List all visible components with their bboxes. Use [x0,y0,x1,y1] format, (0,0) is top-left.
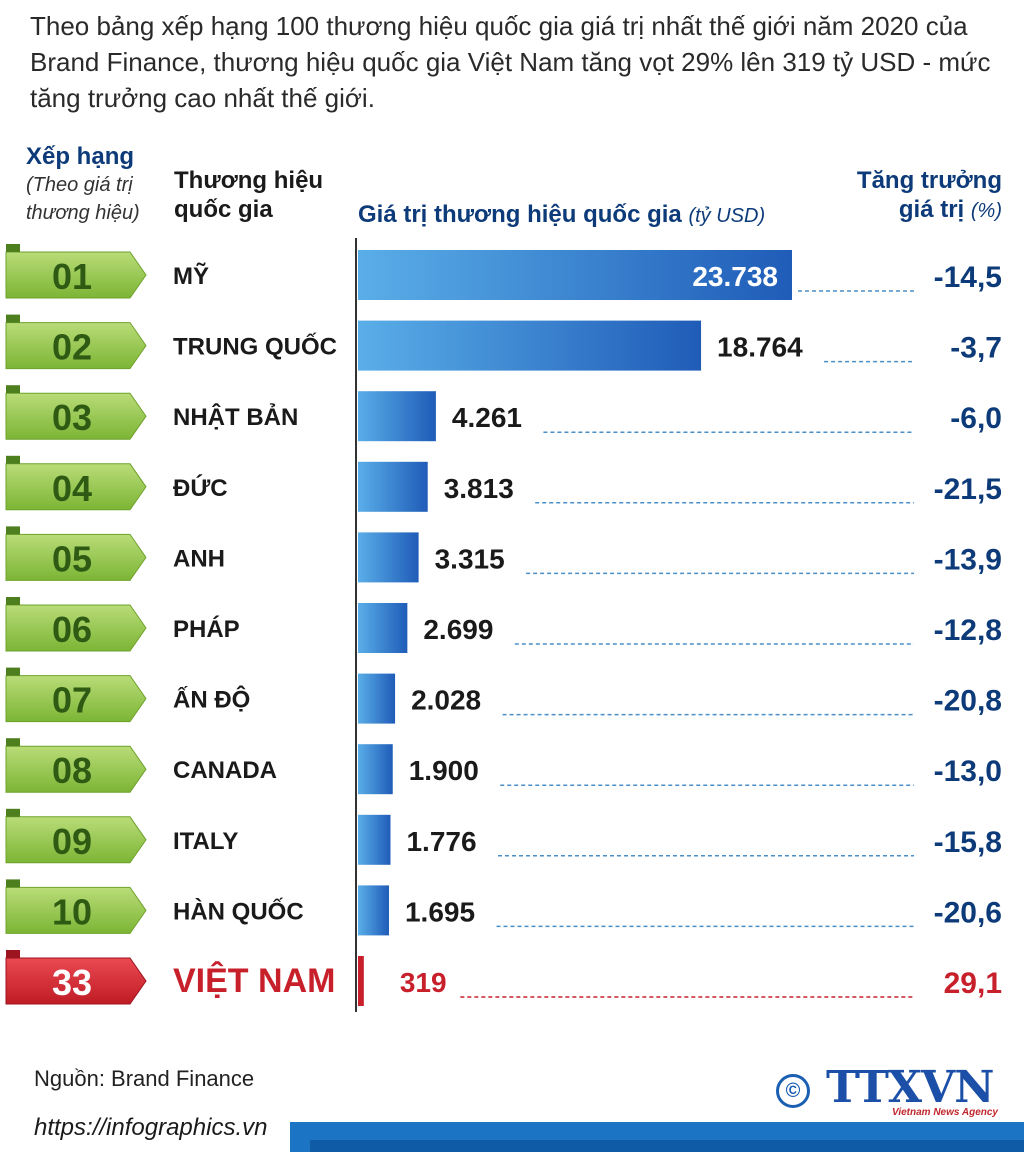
rank-label: 04 [52,468,92,509]
value-label: 4.261 [452,402,522,433]
rank-badge-tab [6,950,20,958]
rank-label: 06 [52,609,92,650]
logo-tagline: Vietnam News Agency [892,1107,998,1118]
country-label: ANH [173,545,225,572]
rank-badge-tab [6,597,20,605]
value-label: 3.315 [435,543,505,574]
value-bar [358,956,364,1006]
growth-label: -3,7 [950,332,1002,365]
country-column-header: Thương hiệu quốc gia [174,167,324,223]
value-bar [358,814,391,865]
logo-letters: TTXVN [826,1062,994,1113]
chart-rows: 01 MỸ 23.738 -14,5 02 TRUNG QUỐC 18.764 -3,7 03 N… [5,244,1002,1006]
rank-badge [5,886,147,934]
value-label: 3.813 [444,473,514,504]
rank-badge-tab [6,385,20,394]
value-bar [358,673,396,724]
rank-label: 07 [52,680,92,721]
rank-badge [5,957,147,1005]
growth-column-header: Tăng trưởng giá trị (%) [802,166,1002,226]
growth-label: -13,0 [934,755,1002,788]
rank-label: 09 [52,821,92,862]
value-label: 18.764 [717,332,803,363]
rank-badge [5,533,147,581]
value-bar [358,250,792,300]
rank-label: 10 [52,891,92,932]
ttxvn-logo: TTXVN Vietnam News Agency [826,1062,1002,1119]
growth-label: -15,8 [934,826,1002,859]
rank-label: 08 [52,750,92,791]
growth-label: -20,6 [934,896,1002,929]
footer-dark-stripe [310,1140,1024,1152]
country-label: VIỆT NAM [173,962,335,1000]
value-header-unit: (tỷ USD) [688,205,766,227]
source-note: Nguồn: Brand Finance [34,1066,255,1091]
rank-badge-tab [6,879,20,888]
rank-badge-tab [6,314,20,323]
value-label: 2.028 [411,685,481,716]
rank-badge [5,745,147,793]
value-label: 1.900 [409,755,479,786]
rank-badge [5,604,147,652]
value-bar [358,744,393,795]
country-label: ĐỨC [173,474,228,502]
country-label: ITALY [173,828,238,855]
rank-label: 02 [52,327,92,368]
website-link[interactable]: https://infographics.vn [34,1114,268,1141]
value-header-title: Giá trị thương hiệu quốc gia [358,201,682,228]
country-label: ẤN ĐỘ [173,686,250,714]
value-label: 1.776 [406,826,476,857]
growth-label: -20,8 [934,685,1002,718]
rank-label: 01 [52,256,92,297]
value-column-header: Giá trị thương hiệu quốc gia (tỷ USD) [358,200,818,231]
value-bar [358,461,428,512]
value-bar [358,320,702,371]
rank-badge-tab [6,455,20,464]
value-label: 1.695 [405,896,475,927]
footer-bar [0,1110,1024,1152]
value-bar [358,532,419,583]
value-label: 2.699 [423,614,493,645]
rank-label: 05 [52,538,92,579]
value-bar [358,885,389,936]
rank-badge [5,675,147,723]
value-label: 23.738 [692,261,778,292]
country-label: TRUNG QUỐC [173,333,337,361]
rank-badge-tab [6,808,20,817]
copyright-icon: © [776,1074,810,1108]
growth-label: -14,5 [934,261,1002,294]
country-label: CANADA [173,757,277,784]
intro-text: Theo bảng xếp hạng 100 thương hiệu quốc … [30,11,991,113]
rank-label: 33 [52,962,92,1003]
country-label: HÀN QUỐC [173,897,304,925]
value-label: 319 [400,967,447,998]
growth-header-title-1: Tăng trưởng [856,167,1002,194]
rank-column-header: Xếp hạng (Theo giá trị thương hiệu) [26,142,166,227]
rank-header-title: Xếp hạng [26,143,135,170]
growth-header-unit: (%) [970,200,1002,222]
country-label: NHẬT BẢN [173,402,298,431]
rank-badge [5,463,147,511]
rank-badge-tab [6,667,20,676]
growth-label: -12,8 [934,614,1002,647]
growth-label: 29,1 [944,967,1002,1000]
growth-label: -6,0 [950,402,1002,435]
value-bar [358,391,436,442]
country-label: MỸ [173,262,209,290]
value-bar [358,603,408,653]
rank-badge-tab [6,526,20,535]
growth-header-title-2: giá trị [898,196,965,223]
country-label: PHÁP [173,615,240,643]
rank-badge-tab [6,738,20,747]
rank-badge [5,251,147,299]
rank-badge [5,322,147,370]
rank-header-subtitle: (Theo giá trị thương hiệu) [26,174,140,224]
rank-badge-tab [6,244,20,252]
rank-label: 03 [52,397,92,438]
rank-badge [5,816,147,864]
growth-label: -21,5 [934,473,1002,506]
rank-badge [5,392,147,440]
growth-label: -13,9 [934,543,1002,576]
